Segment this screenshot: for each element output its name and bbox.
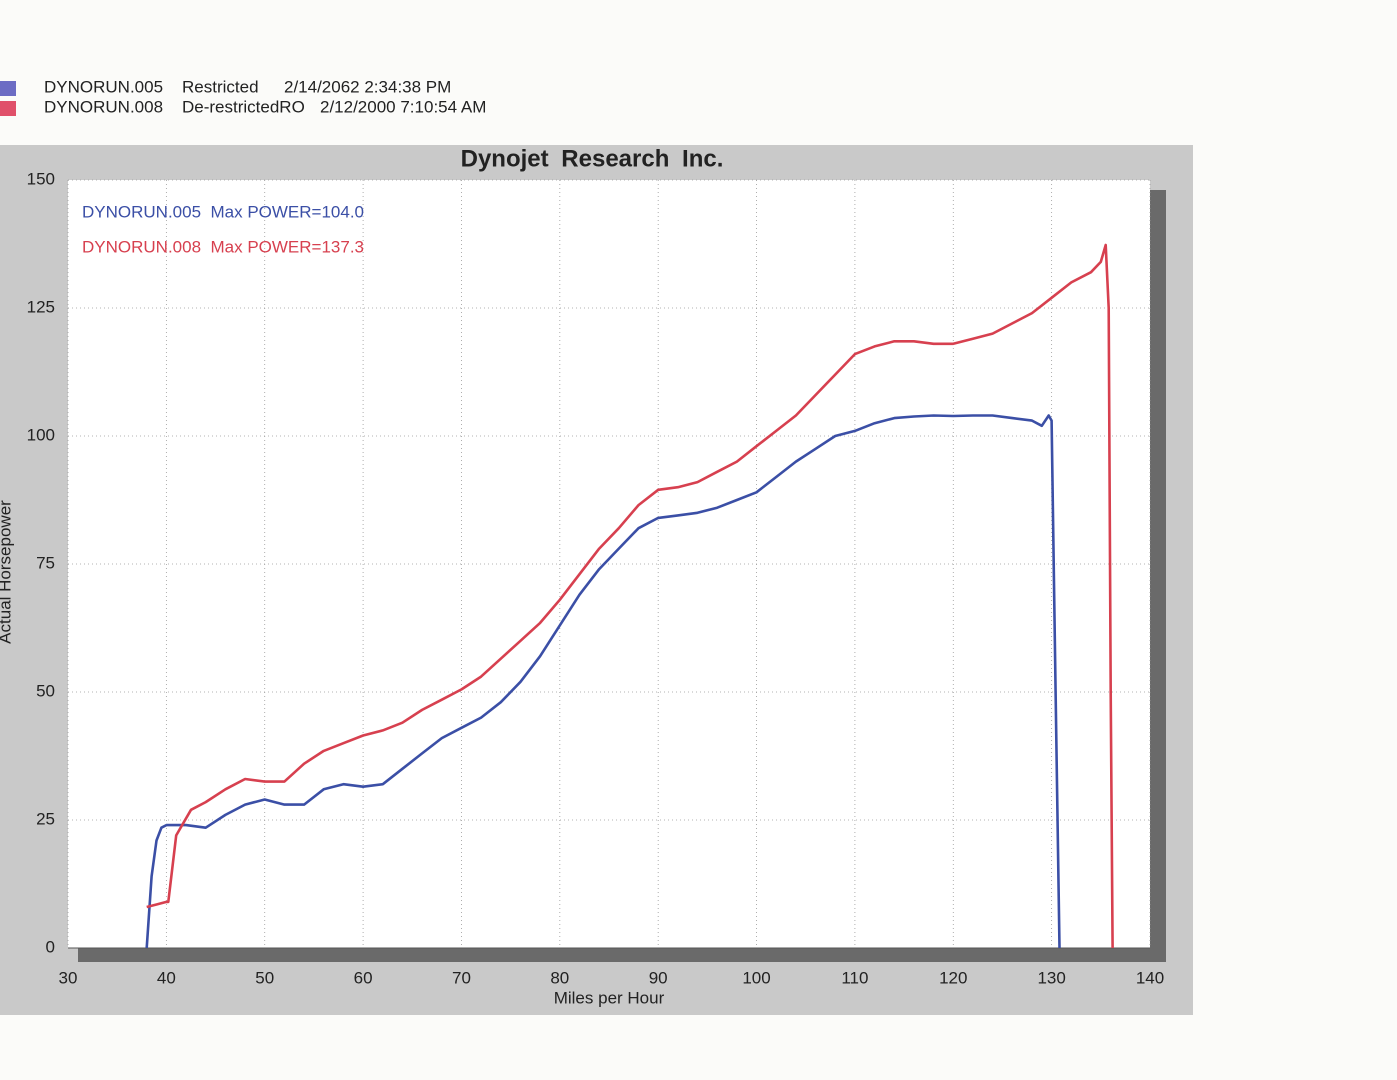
x-tick-label: 70 bbox=[452, 968, 471, 987]
y-tick-label: 50 bbox=[36, 681, 55, 700]
y-tick-label: 100 bbox=[27, 425, 55, 444]
annotation: DYNORUN.008 Max POWER=137.3 bbox=[82, 237, 364, 256]
y-tick-label: 25 bbox=[36, 809, 55, 828]
x-tick-label: 50 bbox=[255, 968, 274, 987]
y-tick-label: 150 bbox=[27, 169, 55, 188]
x-axis-label: Miles per Hour bbox=[554, 988, 665, 1007]
legend-name: DYNORUN.005 bbox=[44, 77, 163, 96]
x-tick-label: 40 bbox=[157, 968, 176, 987]
x-tick-label: 120 bbox=[939, 968, 967, 987]
x-tick-label: 130 bbox=[1037, 968, 1065, 987]
y-tick-label: 0 bbox=[46, 937, 55, 956]
annotation: DYNORUN.005 Max POWER=104.0 bbox=[82, 202, 364, 221]
y-axis-label: Actual Horsepower bbox=[0, 500, 14, 644]
x-tick-label: 140 bbox=[1136, 968, 1164, 987]
legend-date: 2/12/2000 7:10:54 AM bbox=[320, 97, 486, 116]
series-line bbox=[146, 243, 1114, 949]
x-tick-label: 80 bbox=[550, 968, 569, 987]
x-tick-label: 100 bbox=[742, 968, 770, 987]
legend-swatch bbox=[0, 101, 16, 116]
legend-name: DYNORUN.008 bbox=[44, 97, 163, 116]
legend-run: Restricted bbox=[182, 77, 259, 96]
x-tick-label: 90 bbox=[649, 968, 668, 987]
legend-swatch bbox=[0, 81, 16, 96]
legend-run: De-restrictedRO bbox=[182, 97, 305, 116]
x-tick-label: 110 bbox=[841, 968, 868, 987]
x-tick-label: 30 bbox=[59, 968, 78, 987]
y-tick-label: 125 bbox=[27, 297, 55, 316]
series-line bbox=[145, 414, 1061, 949]
legend-date: 2/14/2062 2:34:38 PM bbox=[284, 77, 451, 96]
x-tick-label: 60 bbox=[354, 968, 373, 987]
y-tick-label: 75 bbox=[36, 553, 55, 572]
chart-title: Dynojet Research Inc. bbox=[461, 145, 724, 172]
